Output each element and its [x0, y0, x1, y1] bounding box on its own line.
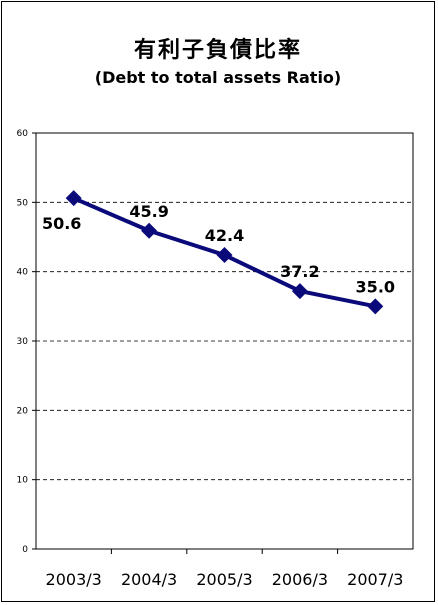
y-tick-label: 0	[22, 545, 28, 555]
y-tick-label: 20	[17, 406, 29, 416]
data-label: 35.0	[356, 277, 395, 296]
data-label: 37.2	[280, 262, 319, 281]
x-tick-label: 2006/3	[272, 570, 328, 589]
plot-area	[35, 132, 414, 550]
x-tick-label: 2005/3	[196, 570, 252, 589]
y-tick-label: 60	[17, 129, 29, 139]
x-tick-label: 2007/3	[347, 570, 403, 589]
y-tick-label: 30	[17, 337, 29, 347]
y-tick-label: 10	[17, 476, 29, 486]
y-tick-label: 50	[17, 198, 29, 208]
data-point-marker	[291, 283, 308, 300]
data-label: 42.4	[205, 226, 244, 245]
x-tick-label: 2004/3	[121, 570, 177, 589]
chart-title: 有利子負債比率	[133, 38, 302, 63]
data-label: 50.6	[42, 214, 81, 233]
chart-subtitle: (Debt to total assets Ratio)	[94, 68, 342, 87]
data-point-marker	[141, 222, 158, 239]
data-point-marker	[216, 247, 233, 264]
x-tick-label: 2003/3	[46, 570, 102, 589]
y-tick-label: 40	[17, 268, 29, 278]
data-point-marker	[65, 190, 82, 207]
data-point-marker	[367, 298, 384, 315]
data-label: 45.9	[129, 202, 168, 221]
